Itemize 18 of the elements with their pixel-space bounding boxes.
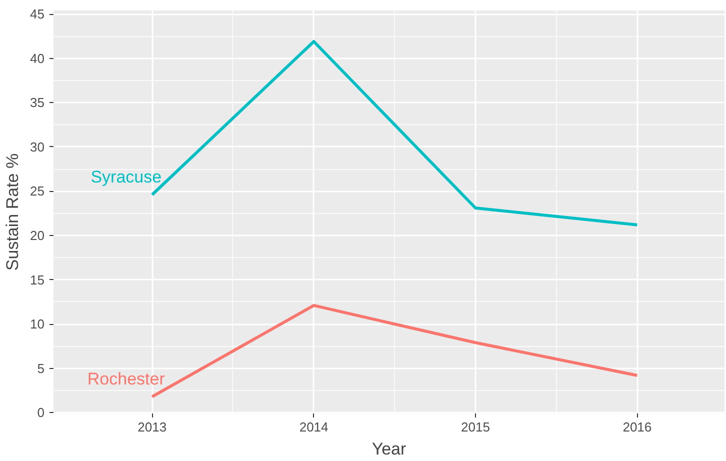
y-axis-title: Sustain Rate %: [3, 153, 22, 271]
y-tick-label: 5: [37, 360, 45, 376]
y-tick-label: 35: [30, 95, 45, 110]
x-tick-label: 2013: [138, 420, 167, 434]
y-tick-label: 25: [30, 184, 45, 199]
y-tick-label: 45: [30, 6, 45, 22]
x-tick-label: 2015: [461, 420, 490, 434]
y-tick-label: 0: [37, 405, 45, 420]
y-tick-label: 15: [30, 272, 45, 288]
x-axis-title: Year: [372, 440, 407, 458]
series-label: Syracuse: [90, 168, 162, 187]
y-tick-label: 10: [30, 316, 45, 332]
series-label: Rochester: [87, 370, 166, 389]
x-tick-label: 2016: [622, 420, 652, 434]
y-tick-label: 30: [30, 139, 45, 154]
x-tick-label: 2014: [299, 420, 328, 434]
y-tick-label: 20: [30, 228, 45, 243]
y-tick-label: 40: [30, 50, 45, 66]
